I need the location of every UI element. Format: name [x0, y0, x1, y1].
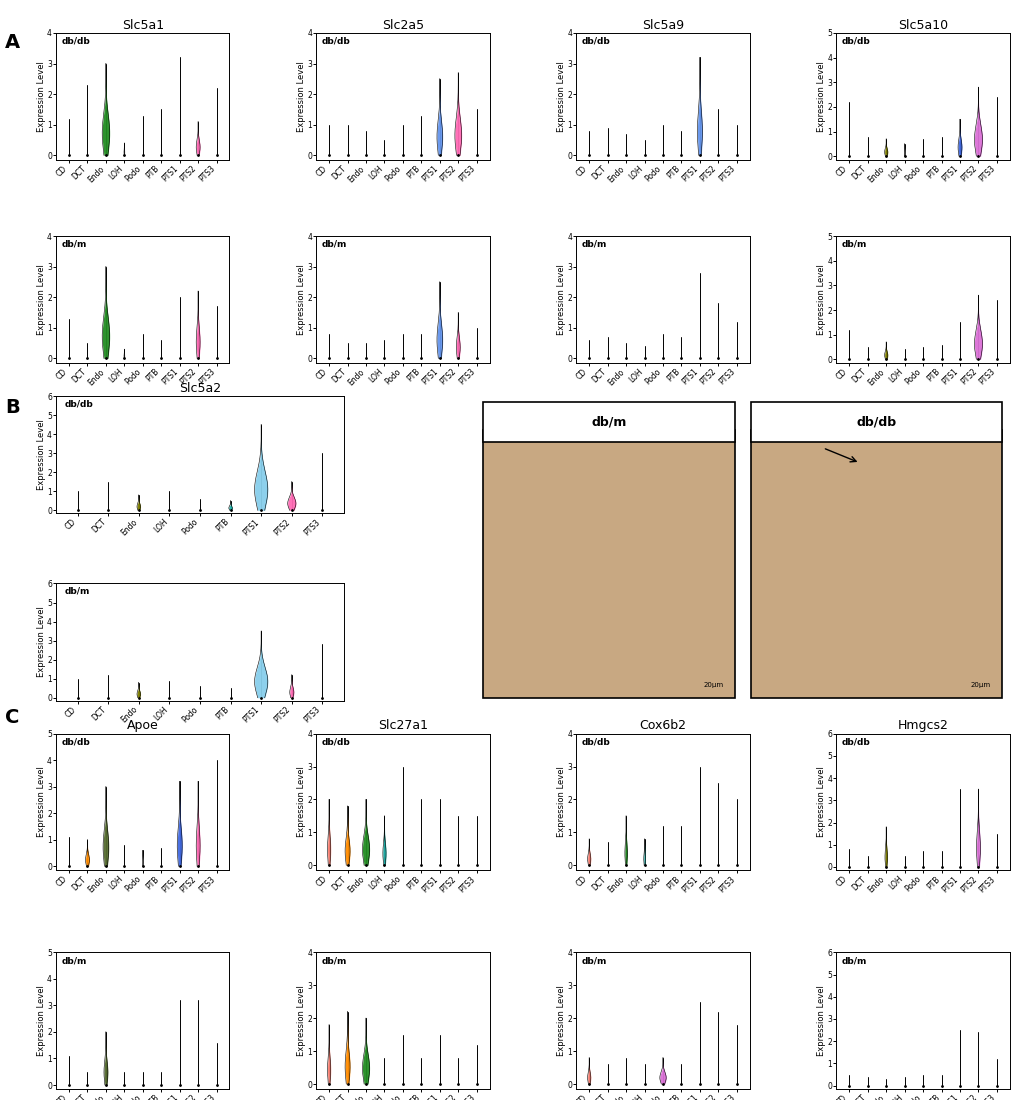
Text: A: A — [5, 33, 20, 52]
Text: db/m: db/m — [321, 240, 346, 249]
Title: Slc5a2: Slc5a2 — [178, 382, 221, 395]
Text: 20μm: 20μm — [703, 682, 723, 689]
Text: 20μm: 20μm — [970, 682, 990, 689]
FancyBboxPatch shape — [750, 429, 1001, 697]
Y-axis label: Expression Level: Expression Level — [556, 767, 566, 837]
Title: Apoe: Apoe — [126, 719, 159, 733]
Title: Slc5a1: Slc5a1 — [121, 19, 164, 32]
Text: db/db: db/db — [855, 416, 896, 428]
Text: db/db: db/db — [321, 738, 350, 747]
Text: db/db: db/db — [61, 738, 90, 747]
Title: Slc5a10: Slc5a10 — [897, 19, 948, 32]
Text: db/db: db/db — [841, 738, 869, 747]
Y-axis label: Expression Level: Expression Level — [37, 419, 46, 490]
Y-axis label: Expression Level: Expression Level — [816, 264, 825, 336]
Text: db/m: db/m — [321, 956, 346, 966]
Y-axis label: Expression Level: Expression Level — [37, 264, 46, 336]
Text: db/m: db/m — [61, 956, 87, 966]
Y-axis label: Expression Level: Expression Level — [816, 986, 825, 1056]
Y-axis label: Expression Level: Expression Level — [37, 986, 46, 1056]
Y-axis label: Expression Level: Expression Level — [297, 986, 306, 1056]
Title: Cox6b2: Cox6b2 — [639, 719, 686, 733]
Text: db/m: db/m — [581, 240, 606, 249]
Text: db/m: db/m — [841, 956, 866, 966]
Text: C: C — [5, 708, 19, 727]
Text: db/db: db/db — [581, 36, 609, 46]
Text: db/db: db/db — [321, 36, 350, 46]
Y-axis label: Expression Level: Expression Level — [816, 60, 825, 132]
Y-axis label: Expression Level: Expression Level — [297, 60, 306, 132]
Y-axis label: Expression Level: Expression Level — [37, 767, 46, 837]
Y-axis label: Expression Level: Expression Level — [37, 606, 46, 678]
Text: db/m: db/m — [64, 587, 90, 596]
Text: db/m: db/m — [581, 956, 606, 966]
FancyBboxPatch shape — [483, 403, 734, 442]
Y-axis label: Expression Level: Expression Level — [297, 264, 306, 336]
FancyBboxPatch shape — [483, 429, 734, 697]
Title: Hmgcs2: Hmgcs2 — [897, 719, 948, 733]
Title: Slc27a1: Slc27a1 — [377, 719, 428, 733]
Text: B: B — [5, 398, 19, 417]
Text: db/db: db/db — [841, 36, 869, 46]
Y-axis label: Expression Level: Expression Level — [556, 986, 566, 1056]
Y-axis label: Expression Level: Expression Level — [816, 767, 825, 837]
Text: db/db: db/db — [581, 738, 609, 747]
Title: Slc2a5: Slc2a5 — [381, 19, 424, 32]
Text: db/db: db/db — [64, 399, 94, 408]
Text: db/db: db/db — [61, 36, 90, 46]
Y-axis label: Expression Level: Expression Level — [37, 60, 46, 132]
Text: db/m: db/m — [591, 416, 626, 428]
Y-axis label: Expression Level: Expression Level — [297, 767, 306, 837]
FancyBboxPatch shape — [750, 403, 1001, 442]
Title: Slc5a9: Slc5a9 — [641, 19, 684, 32]
Text: db/m: db/m — [61, 240, 87, 249]
Y-axis label: Expression Level: Expression Level — [556, 264, 566, 336]
Text: db/m: db/m — [841, 240, 866, 249]
Y-axis label: Expression Level: Expression Level — [556, 60, 566, 132]
